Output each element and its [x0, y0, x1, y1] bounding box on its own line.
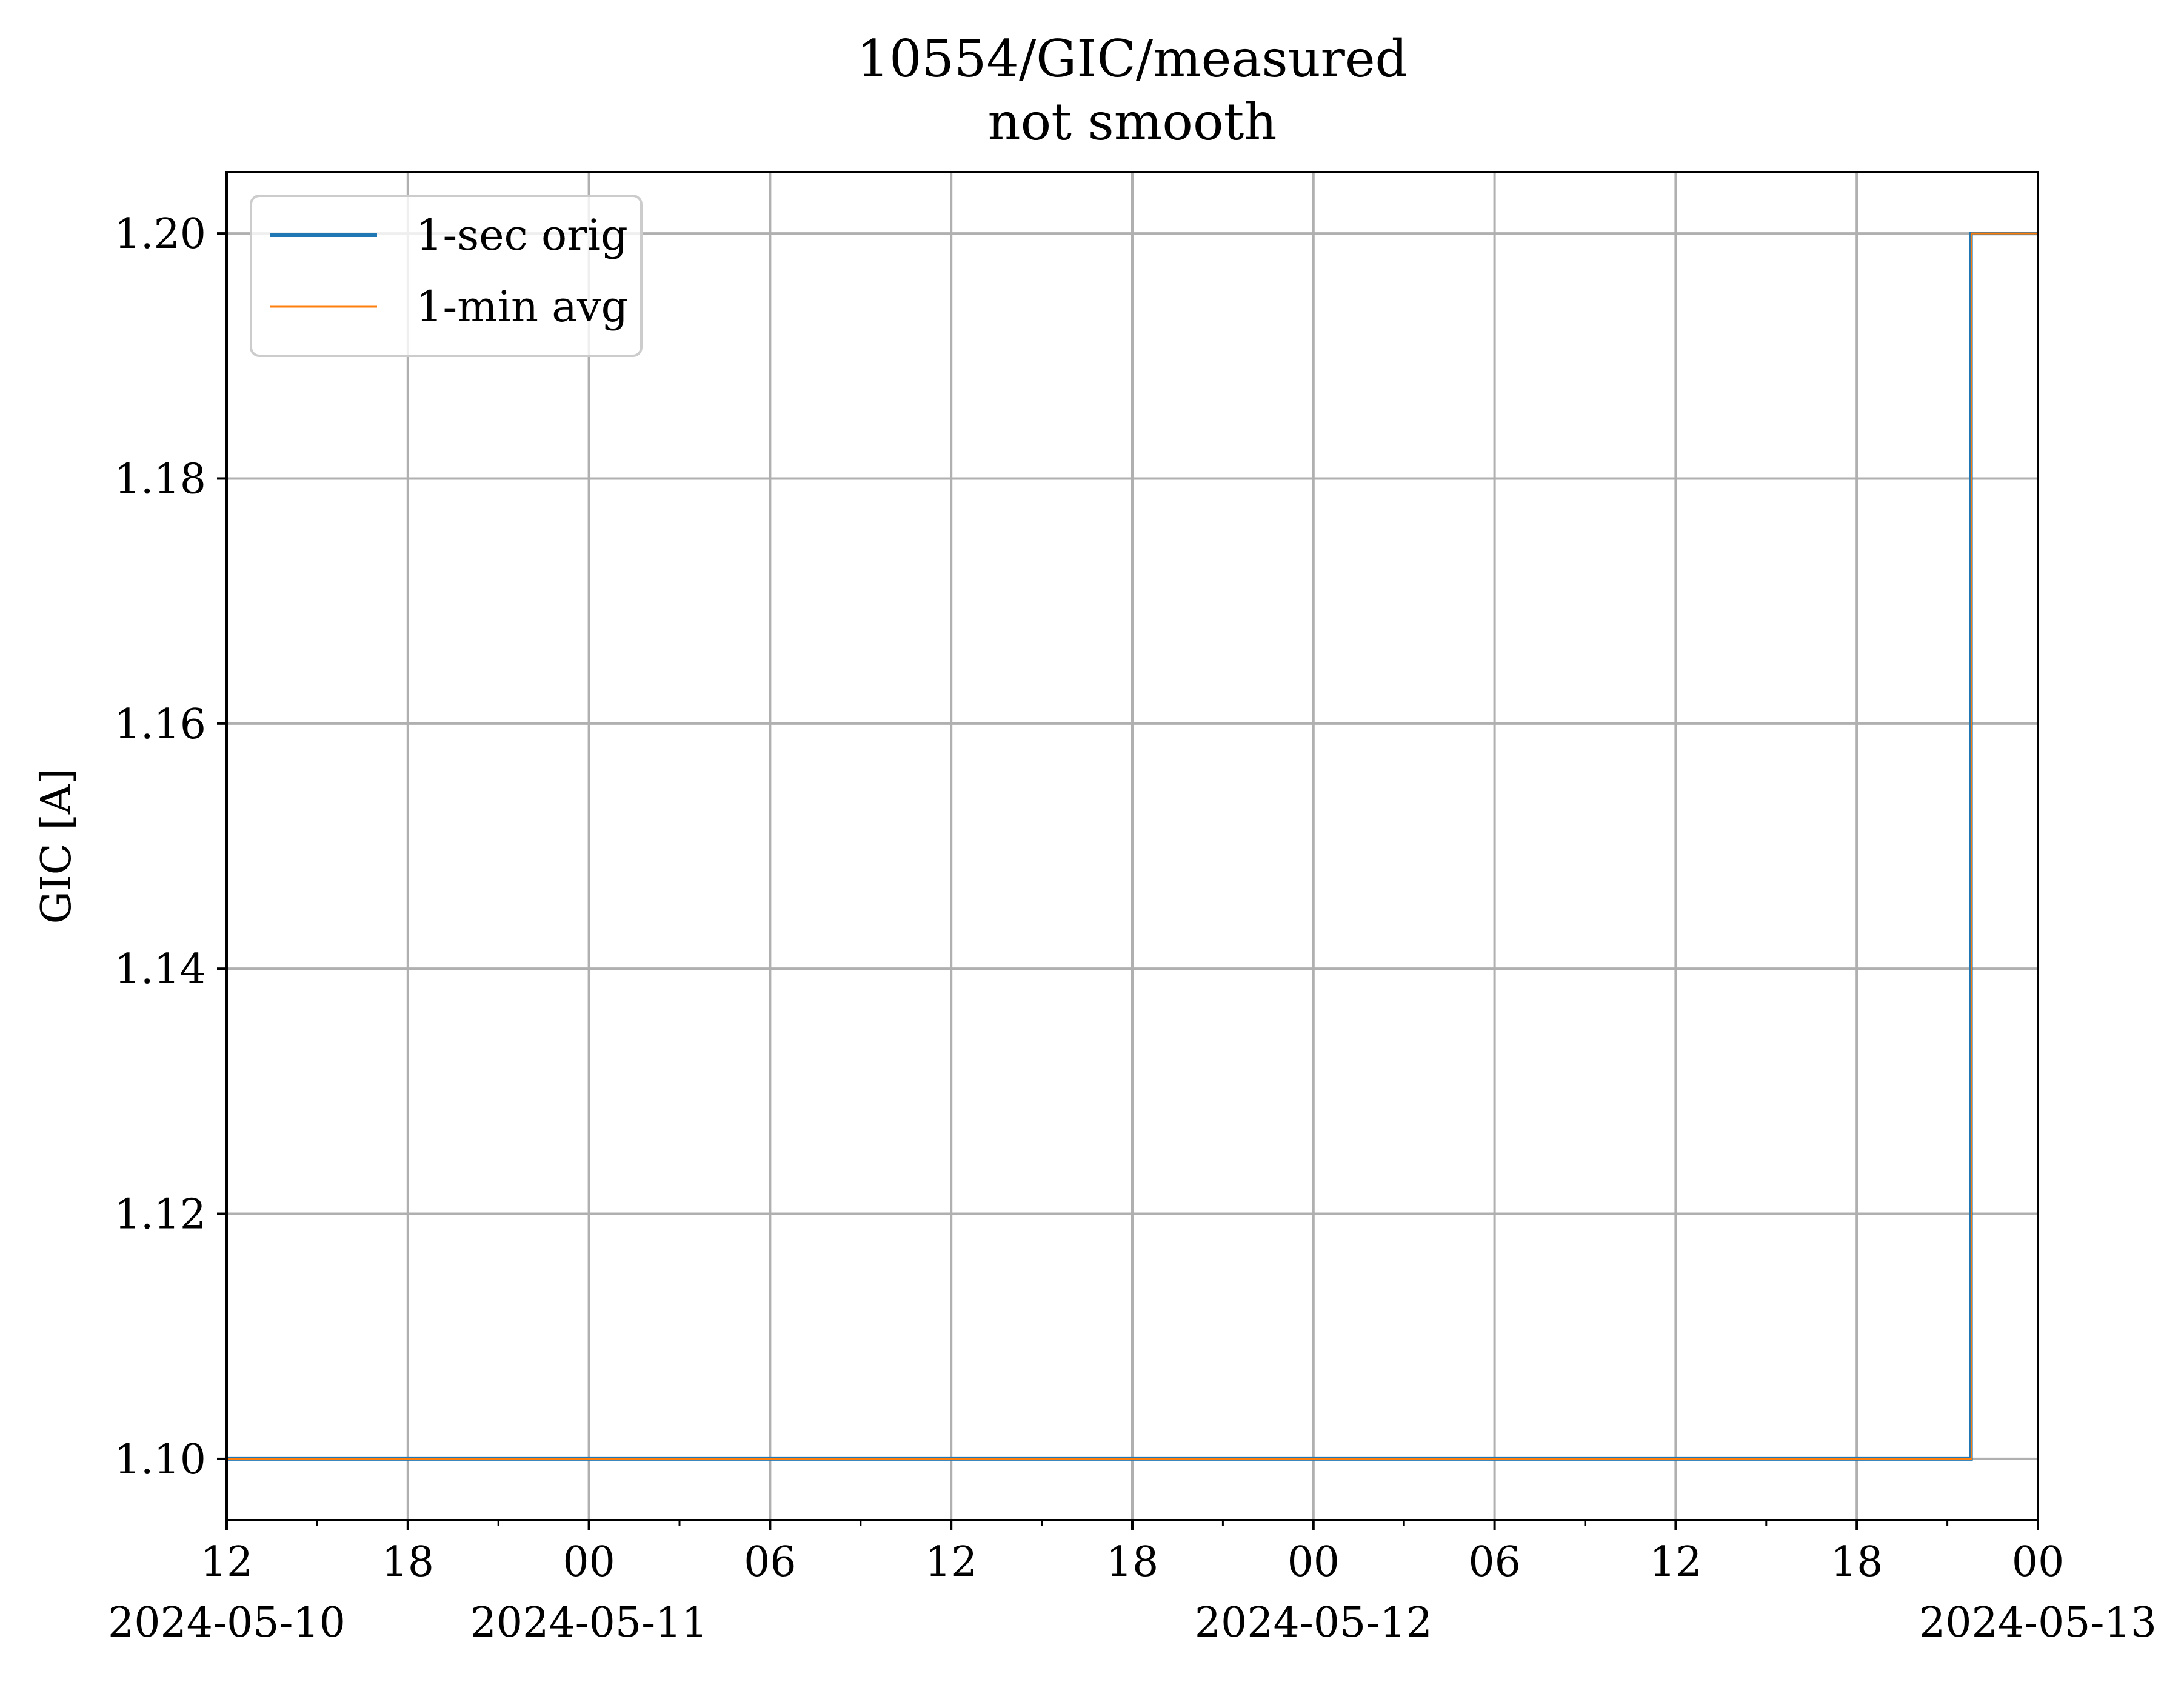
legend-label-1-sec-orig: 1-sec orig: [416, 210, 628, 260]
y-tick-label: 1.10: [115, 1436, 206, 1484]
x-date-label: 2024-05-11: [470, 1599, 708, 1647]
x-tick-label: 12: [925, 1538, 978, 1586]
y-tick-label: 1.18: [115, 455, 206, 503]
series-line-1-min-avg: [227, 232, 2038, 1460]
y-tick-label: 1.14: [115, 946, 206, 993]
x-tick-label: 00: [2012, 1538, 2065, 1586]
y-tick-label: 1.12: [115, 1191, 206, 1239]
grid-lines: [225, 172, 2039, 1520]
y-axis-label: GIC [A]: [33, 769, 81, 924]
x-tick-label: 12: [201, 1538, 253, 1586]
y-tick-label: 1.20: [115, 210, 206, 258]
legend-label-1-min-avg: 1-min avg: [416, 282, 628, 332]
chart-subtitle: not smooth: [988, 92, 1277, 152]
y-tick-label: 1.16: [115, 701, 206, 749]
chart-title: 10554/GIC/measured: [857, 29, 1408, 88]
x-date-label: 2024-05-12: [1195, 1599, 1432, 1647]
x-tick-label: 00: [1287, 1538, 1340, 1586]
x-tick-label: 18: [382, 1538, 435, 1586]
x-tick-label: 06: [744, 1538, 796, 1586]
x-date-label: 2024-05-13: [1919, 1599, 2157, 1647]
x-date-label: 2024-05-10: [108, 1599, 346, 1647]
axis-ticks: 1.10 1.12 1.14 1.16 1.18 1.20 12 2024-05-10 18 00…: [108, 210, 2157, 1647]
legend: 1-sec orig 1-min avg: [250, 195, 643, 357]
x-tick-label: 18: [1831, 1538, 1883, 1586]
x-tick-label: 12: [1649, 1538, 1702, 1586]
data-series: [227, 232, 2038, 1461]
x-tick-label: 18: [1106, 1538, 1159, 1586]
x-tick-label: 00: [563, 1538, 615, 1586]
x-tick-label: 06: [1468, 1538, 1521, 1586]
